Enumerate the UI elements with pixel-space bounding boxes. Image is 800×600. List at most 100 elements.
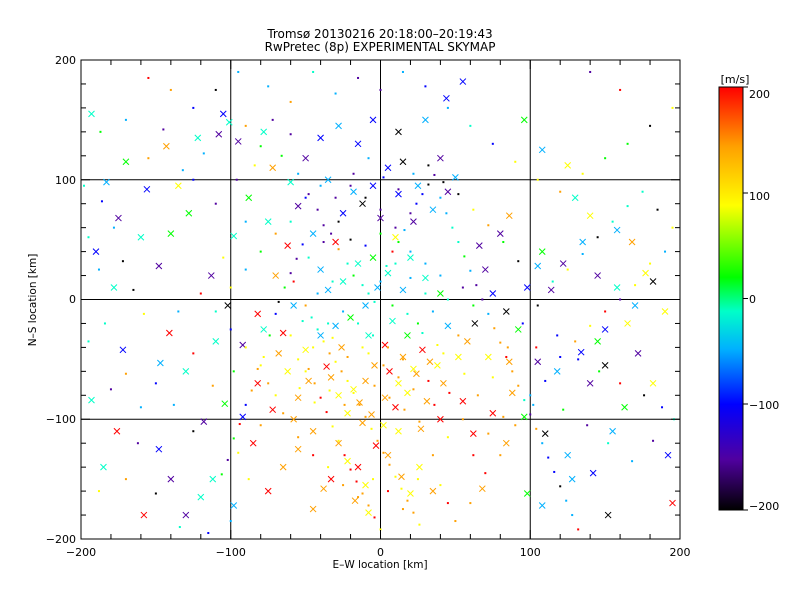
x-marker [272,272,280,279]
x-marker [538,146,546,154]
x-marker [254,379,262,387]
x-marker [579,238,587,246]
dot-marker [671,226,674,229]
x-marker [404,389,411,397]
x-marker [613,226,621,234]
dot-marker [463,372,466,375]
x-marker [371,362,378,369]
dot-marker [192,430,195,433]
dot-marker [386,346,389,349]
dot-marker [304,370,307,373]
x-marker [649,379,657,387]
x-marker [350,188,357,196]
dot-marker [412,172,415,175]
dot-marker [274,394,277,397]
dot-marker [401,358,404,361]
dot-marker [373,516,376,519]
dot-marker [536,178,539,181]
dot-marker [379,208,382,211]
x-marker [165,329,173,337]
dot-marker [355,480,358,483]
x-marker [365,509,372,517]
dot-marker [342,310,345,313]
dot-marker [406,499,409,502]
x-marker [443,94,450,102]
x-marker [284,242,292,249]
x-marker [417,425,425,433]
colorbar-tick-label: 100 [749,190,770,203]
x-marker [594,272,601,279]
dot-marker [400,487,403,490]
x-marker [502,308,510,315]
dot-marker [541,442,544,445]
x-marker [571,194,579,202]
x-marker [197,493,205,501]
dot-marker [319,396,322,399]
x-marker [200,418,208,425]
dot-marker [244,403,247,406]
dot-marker [499,341,502,344]
plot-area [80,59,681,540]
dot-marker [238,423,241,426]
y-tick-label: −200 [46,533,76,546]
dot-marker [330,232,333,235]
dot-marker [487,432,490,435]
x-marker [88,396,95,404]
x-marker [224,302,232,309]
x-marker [404,332,411,339]
x-marker [642,269,649,277]
dot-marker [334,360,337,363]
dot-marker [409,212,412,215]
dot-marker [491,142,494,145]
x-marker [464,338,471,345]
dot-marker [421,193,424,196]
x-marker [559,260,567,267]
dot-marker [361,346,364,349]
dot-marker [529,394,532,397]
dot-marker [424,85,427,88]
dot-marker [536,304,539,307]
dot-marker [535,427,538,430]
colorbar: [m/s] 200 100 0 −100 −200 [718,73,779,513]
x-marker [395,379,402,387]
dot-marker [626,142,629,145]
dot-marker [352,172,355,175]
dot-marker [511,370,514,373]
x-tick-label: 200 [670,546,691,559]
x-marker [604,511,612,519]
dot-marker [406,312,409,315]
x-marker [628,238,636,246]
dot-marker [109,388,112,391]
dot-marker [517,260,520,263]
x-marker [502,439,510,447]
x-marker [324,286,332,294]
dot-marker [124,478,127,481]
x-marker [335,122,342,130]
dot-marker [652,439,655,442]
x-marker [669,499,676,507]
x-marker [399,286,407,294]
x-marker [302,154,309,162]
x-marker [481,266,489,273]
x-marker [88,110,95,118]
y-tick-label: 100 [55,174,76,187]
x-marker [339,209,347,217]
x-marker [416,463,423,471]
x-marker [369,254,377,261]
dot-marker [436,344,439,347]
x-marker [664,451,672,459]
dot-marker [346,379,349,382]
x-marker [279,463,287,471]
dot-marker [136,442,139,445]
dot-marker [253,164,256,167]
colorbar-tick-label: −100 [749,399,779,412]
x-marker [369,182,377,190]
dot-marker [451,226,454,229]
x-marker [368,411,375,418]
x-marker [586,212,594,220]
dot-marker [472,304,475,307]
dot-marker [124,118,127,121]
x-marker [305,377,312,385]
x-marker [332,322,339,330]
x-marker [354,260,362,267]
